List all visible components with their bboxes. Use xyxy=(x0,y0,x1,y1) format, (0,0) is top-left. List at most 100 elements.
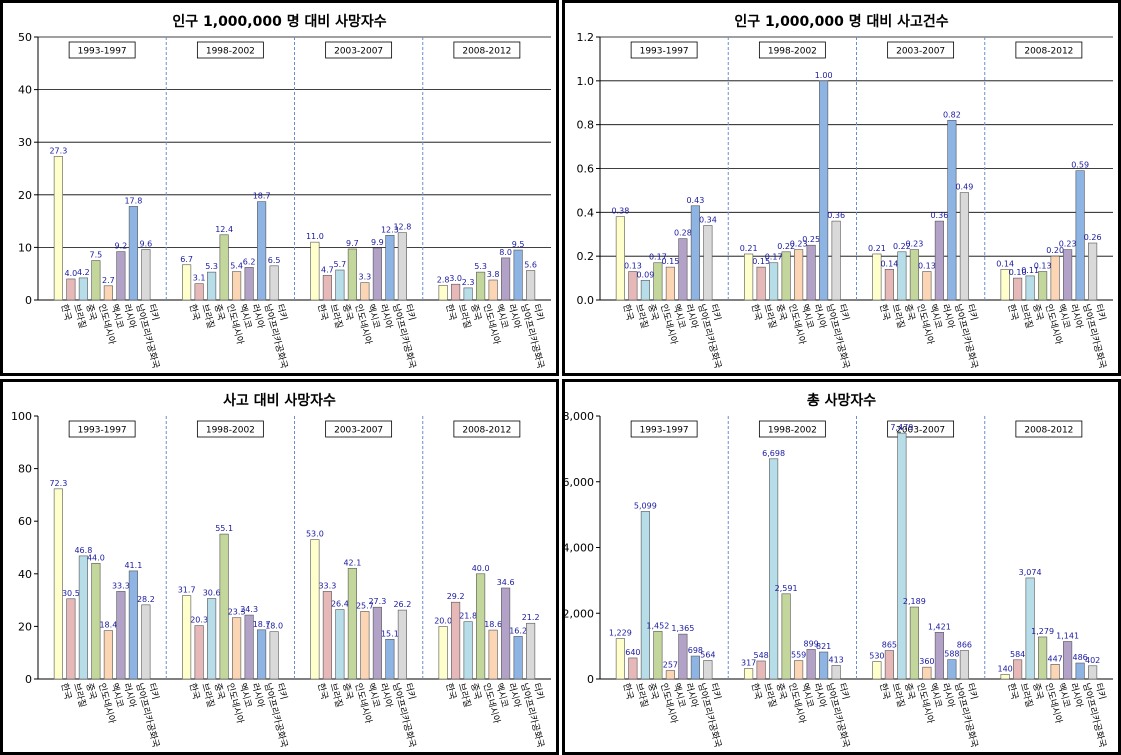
bar xyxy=(438,284,448,301)
y-tick-label: 50 xyxy=(18,31,32,44)
data-label: 11.0 xyxy=(306,232,324,241)
category-label: 터키 xyxy=(531,682,546,701)
bar xyxy=(1063,641,1073,680)
bar xyxy=(513,249,523,301)
bar xyxy=(103,285,113,301)
bar xyxy=(769,458,779,680)
category-label: 한국 xyxy=(620,682,635,701)
bar xyxy=(335,609,345,680)
data-label: 640 xyxy=(625,648,640,657)
bar xyxy=(438,626,448,680)
category-label: 중국 xyxy=(774,682,789,701)
data-label: 2,189 xyxy=(903,597,926,606)
y-tick-label: 40 xyxy=(18,568,32,581)
y-tick-label: 60 xyxy=(18,515,32,528)
bar xyxy=(703,225,713,301)
bar xyxy=(678,238,688,301)
category-label: 중국 xyxy=(645,682,660,701)
data-label: 55.1 xyxy=(215,524,233,533)
data-label: 821 xyxy=(816,642,831,651)
category-label: 한국 xyxy=(315,303,330,322)
bar xyxy=(78,555,88,680)
category-label: 중국 xyxy=(340,303,355,322)
category-label: 한국 xyxy=(877,682,892,701)
data-label: 4.2 xyxy=(77,268,90,277)
bar xyxy=(1075,662,1085,680)
category-label: 터키 xyxy=(1093,682,1108,701)
y-tick-label: 10 xyxy=(18,241,32,254)
bar xyxy=(385,235,395,301)
bar xyxy=(1013,277,1023,301)
bar xyxy=(322,274,332,301)
category-label: 한국 xyxy=(749,682,764,701)
data-label: 12.4 xyxy=(215,225,233,234)
data-label: 0.17 xyxy=(765,253,783,262)
data-label: 21.2 xyxy=(522,613,540,622)
bar xyxy=(269,631,279,680)
data-label: 18.4 xyxy=(99,621,117,630)
period-label: 2003-2007 xyxy=(334,426,383,436)
data-label: 360 xyxy=(919,657,934,666)
category-label: 중국 xyxy=(468,303,483,322)
data-label: 0.13 xyxy=(624,262,642,271)
chart-svg: 인구 1,000,000 명 대비 사망자수 0 10 20 30 40 50 1993-19… xyxy=(18,13,551,370)
category-label: 터키 xyxy=(402,682,417,701)
bar xyxy=(141,249,151,301)
period-label: 2008-2012 xyxy=(462,47,511,57)
data-label: 0.49 xyxy=(955,183,973,192)
chart-title: 인구 1,000,000 명 대비 사망자수 xyxy=(172,13,386,30)
bar xyxy=(244,614,254,680)
data-label: 9.9 xyxy=(371,238,384,247)
y-tick-label: 8,000 xyxy=(565,410,594,423)
bar xyxy=(244,267,254,301)
category-label: 터키 xyxy=(146,303,161,322)
data-label: 0.43 xyxy=(686,196,704,205)
bar xyxy=(884,269,894,301)
period-label: 1993-1997 xyxy=(640,426,689,436)
category-label: 한국 xyxy=(620,303,635,322)
bar xyxy=(1025,577,1035,680)
y-tick-label: 0 xyxy=(25,294,32,307)
data-label: 548 xyxy=(753,651,768,660)
data-label: 0.38 xyxy=(611,207,629,216)
bar xyxy=(128,206,138,301)
bar xyxy=(116,591,126,680)
bar xyxy=(488,629,498,680)
category-label: 터키 xyxy=(402,303,417,322)
period-label: 1993-1997 xyxy=(78,47,127,57)
data-label: 257 xyxy=(663,661,678,670)
data-label: 1.00 xyxy=(815,71,833,80)
data-label: 0.34 xyxy=(699,215,717,224)
category-label: 터키 xyxy=(274,682,289,701)
bar xyxy=(690,205,700,301)
bar xyxy=(628,657,638,680)
data-label: 0.13 xyxy=(918,262,936,271)
chart-panel-total-deaths: 총 사망자수 0 2,000 4,000 6,000 8,000 1993-1997 1,22… xyxy=(562,379,1121,755)
data-label: 15.1 xyxy=(381,629,399,638)
y-tick-label: 40 xyxy=(18,84,32,97)
data-label: 23.3 xyxy=(228,608,246,617)
bar xyxy=(257,629,267,680)
bar xyxy=(1038,636,1048,680)
period-label: 2008-2012 xyxy=(462,426,511,436)
category-label: 터키 xyxy=(1093,303,1108,322)
bar xyxy=(819,651,829,680)
data-label: 0.59 xyxy=(1071,161,1089,170)
bar xyxy=(397,609,407,680)
bar xyxy=(922,271,932,301)
category-label: 한국 xyxy=(58,303,73,322)
category-label: 한국 xyxy=(1005,682,1020,701)
bar xyxy=(257,201,267,301)
y-tick-label: 0.2 xyxy=(577,250,595,263)
chart-svg: 인구 1,000,000 명 대비 사고건수 0.0 0.2 0.4 0.6 0.8 1.0… xyxy=(577,13,1113,370)
bar xyxy=(1013,659,1023,680)
data-label: 1,365 xyxy=(671,624,694,633)
data-label: 0.21 xyxy=(868,244,886,253)
bar xyxy=(207,271,217,301)
data-label: 0.82 xyxy=(943,110,961,119)
data-label: 6.7 xyxy=(180,255,193,264)
bar xyxy=(872,253,882,301)
data-label: 26.2 xyxy=(393,600,411,609)
bar xyxy=(665,670,675,680)
data-label: 698 xyxy=(688,646,703,655)
